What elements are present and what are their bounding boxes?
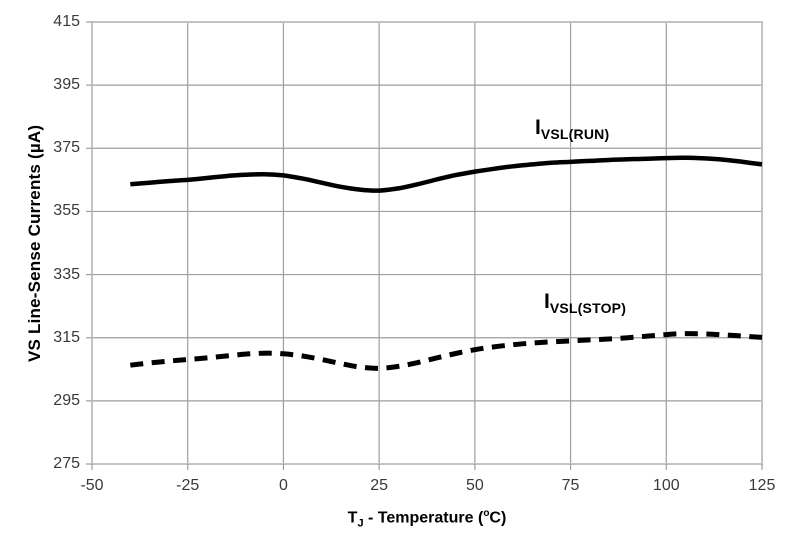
y-tick-label: 375: [53, 139, 80, 157]
x-tick-label: 25: [370, 477, 389, 494]
y-tick-label: 315: [53, 328, 80, 346]
x-axis-title-sup: o: [483, 508, 490, 519]
y-tick-label: 275: [53, 455, 80, 472]
y-tick-label: 355: [53, 202, 80, 220]
x-axis-title: TJ - Temperature (oC): [92, 508, 762, 530]
x-tick-label: 50: [465, 477, 484, 494]
x-tick-label: -50: [80, 477, 104, 494]
x-tick-label: -25: [176, 477, 200, 494]
series-line-run: [130, 155, 763, 193]
x-axis-title-sub: J: [357, 517, 364, 530]
series-label-stop-subscript: VSL(STOP): [549, 300, 627, 317]
x-tick-label: 0: [278, 477, 288, 494]
plot-border: [91, 21, 763, 465]
series-label-run-subscript: VSL(RUN): [540, 126, 610, 143]
x-tick-label: 100: [652, 477, 680, 494]
series-label-ivsl-stop: IVSL(STOP): [544, 291, 626, 315]
series-label-run-symbol: I: [535, 116, 541, 139]
series-line-stop: [129, 331, 763, 371]
series-label-stop-symbol: I: [544, 290, 550, 313]
x-tick-label: 125: [748, 477, 776, 494]
y-tick-label: 415: [53, 13, 80, 30]
y-tick-label: 395: [53, 76, 80, 94]
series-label-ivsl-run: IVSL(RUN): [535, 117, 609, 141]
x-axis-title-end: C): [489, 509, 507, 527]
y-axis-title-text: VS Line-Sense Currents (µA): [25, 124, 44, 362]
y-tick-label: 295: [53, 391, 80, 409]
x-axis-title-main: T: [347, 509, 358, 527]
y-tick-label: 335: [53, 265, 80, 283]
x-axis-title-mid: - Temperature (: [363, 509, 484, 527]
x-tick-label: 75: [561, 477, 580, 494]
